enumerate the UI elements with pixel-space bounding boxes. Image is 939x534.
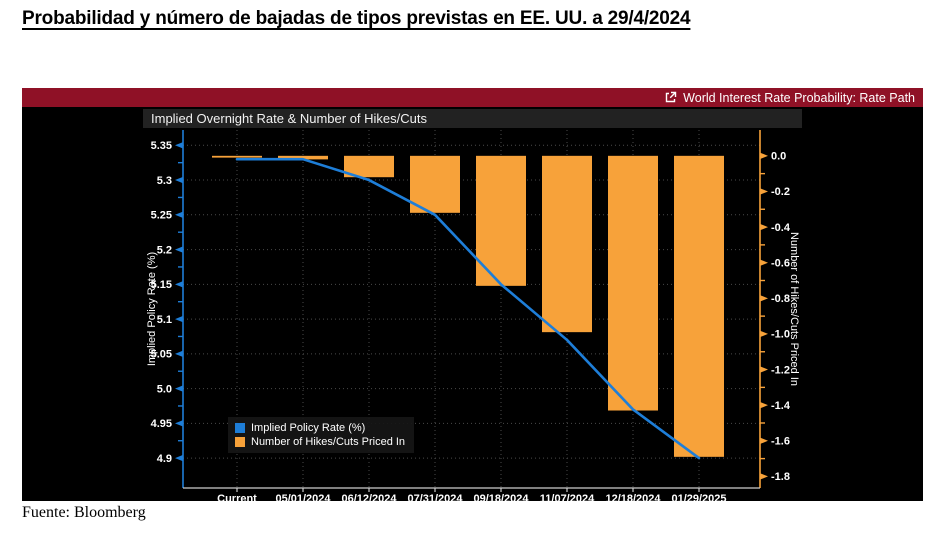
legend-label: Implied Policy Rate (%) [251, 422, 366, 434]
bloomberg-terminal-panel: World Interest Rate Probability: Rate Pa… [22, 88, 923, 501]
right-tick-arrow [760, 223, 768, 231]
left-tick-arrow [175, 246, 183, 253]
x-tick-label: 11/07/2024 [540, 493, 595, 501]
left-tick-arrow [175, 350, 183, 358]
left-tick-label: 5.1 [157, 314, 172, 326]
left-tick-arrow [175, 420, 183, 427]
rate-line [235, 157, 701, 460]
right-axis-title: Number of Hikes/Cuts Priced In [788, 231, 800, 387]
left-tick-label: 5.25 [151, 210, 172, 222]
x-tick-label: 12/18/2024 [605, 493, 661, 501]
x-tick-label: 06/12/2024 [341, 493, 397, 501]
cuts-bar [344, 155, 394, 178]
legend-label: Number of Hikes/Cuts Priced In [251, 436, 406, 448]
x-tick-label: 05/01/2024 [275, 493, 331, 501]
left-tick-arrow [175, 454, 183, 462]
right-tick-label: 0.0 [771, 151, 786, 163]
right-tick-arrow [760, 295, 768, 302]
left-tick-label: 4.95 [151, 418, 172, 430]
right-tick-arrow [760, 437, 768, 445]
cuts-bar [212, 155, 262, 158]
chart-title: Implied Overnight Rate & Number of Hikes… [143, 109, 802, 128]
right-tick-label: -0.8 [771, 293, 790, 305]
source-note: Fuente: Bloomberg [22, 504, 146, 521]
right-tick-label: -0.4 [771, 222, 791, 234]
left-tick-arrow [175, 142, 183, 149]
left-tick-label: 5.0 [157, 383, 172, 395]
right-tick-label: -0.2 [771, 186, 790, 198]
cuts-bar [410, 155, 460, 213]
cuts-bar [278, 155, 328, 160]
open-in-new-icon [664, 91, 677, 104]
left-tick-label: 5.3 [157, 175, 172, 187]
left-tick-label: 4.9 [157, 453, 172, 465]
right-tick-label: -1.8 [771, 471, 790, 483]
right-tick-arrow [760, 259, 768, 266]
left-tick-label: 5.05 [151, 349, 172, 361]
chart-legend: Implied Policy Rate (%) Number of Hikes/C… [228, 417, 415, 453]
right-tick-arrow [760, 401, 768, 409]
x-tick-label: 09/18/2024 [473, 493, 529, 501]
legend-swatch [235, 423, 245, 433]
left-tick-label: 5.2 [157, 244, 172, 256]
legend-item: Number of Hikes/Cuts Priced In [235, 436, 405, 448]
cuts-bar [608, 155, 658, 411]
right-tick-arrow [760, 152, 768, 160]
left-tick-arrow [175, 176, 183, 184]
right-tick-arrow [760, 330, 768, 338]
legend-swatch [235, 437, 245, 447]
right-tick-label: -1.0 [771, 329, 790, 341]
chart-title-text: Implied Overnight Rate & Number of Hikes… [151, 111, 427, 126]
right-tick-label: -0.6 [771, 257, 790, 269]
left-tick-label: 5.35 [151, 140, 172, 152]
cuts-bar [542, 155, 592, 333]
legend-item: Implied Policy Rate (%) [235, 422, 405, 434]
left-tick-arrow [175, 315, 183, 323]
right-tick-label: -1.4 [771, 400, 791, 412]
cuts-bar [674, 155, 724, 457]
right-tick-arrow [760, 366, 768, 373]
right-tick-arrow [760, 473, 768, 480]
left-tick-arrow [175, 281, 183, 288]
page-title: Probabilidad y número de bajadas de tipo… [22, 8, 691, 29]
left-tick-arrow [175, 385, 183, 392]
rate-path-link[interactable]: World Interest Rate Probability: Rate Pa… [22, 88, 923, 107]
cuts-bar [476, 155, 526, 286]
right-tick-label: -1.6 [771, 436, 790, 448]
panel-header-label: World Interest Rate Probability: Rate Pa… [683, 90, 915, 105]
x-tick-label: 01/29/2025 [671, 493, 726, 501]
x-tick-label: 07/31/2024 [407, 493, 463, 501]
rate-chart: 5.35 5.3 5.25 5.2 5.15 5.1 5.05 5.0 4.95 4.9 0.0 -0… [151, 130, 791, 501]
right-tick-arrow [760, 188, 768, 195]
right-tick-label: -1.2 [771, 364, 790, 376]
left-axis-title: Implied Policy Rate (%) [146, 251, 158, 367]
left-tick-arrow [175, 211, 183, 219]
x-tick-label: Current [217, 493, 257, 501]
left-tick-label: 5.15 [151, 279, 172, 291]
